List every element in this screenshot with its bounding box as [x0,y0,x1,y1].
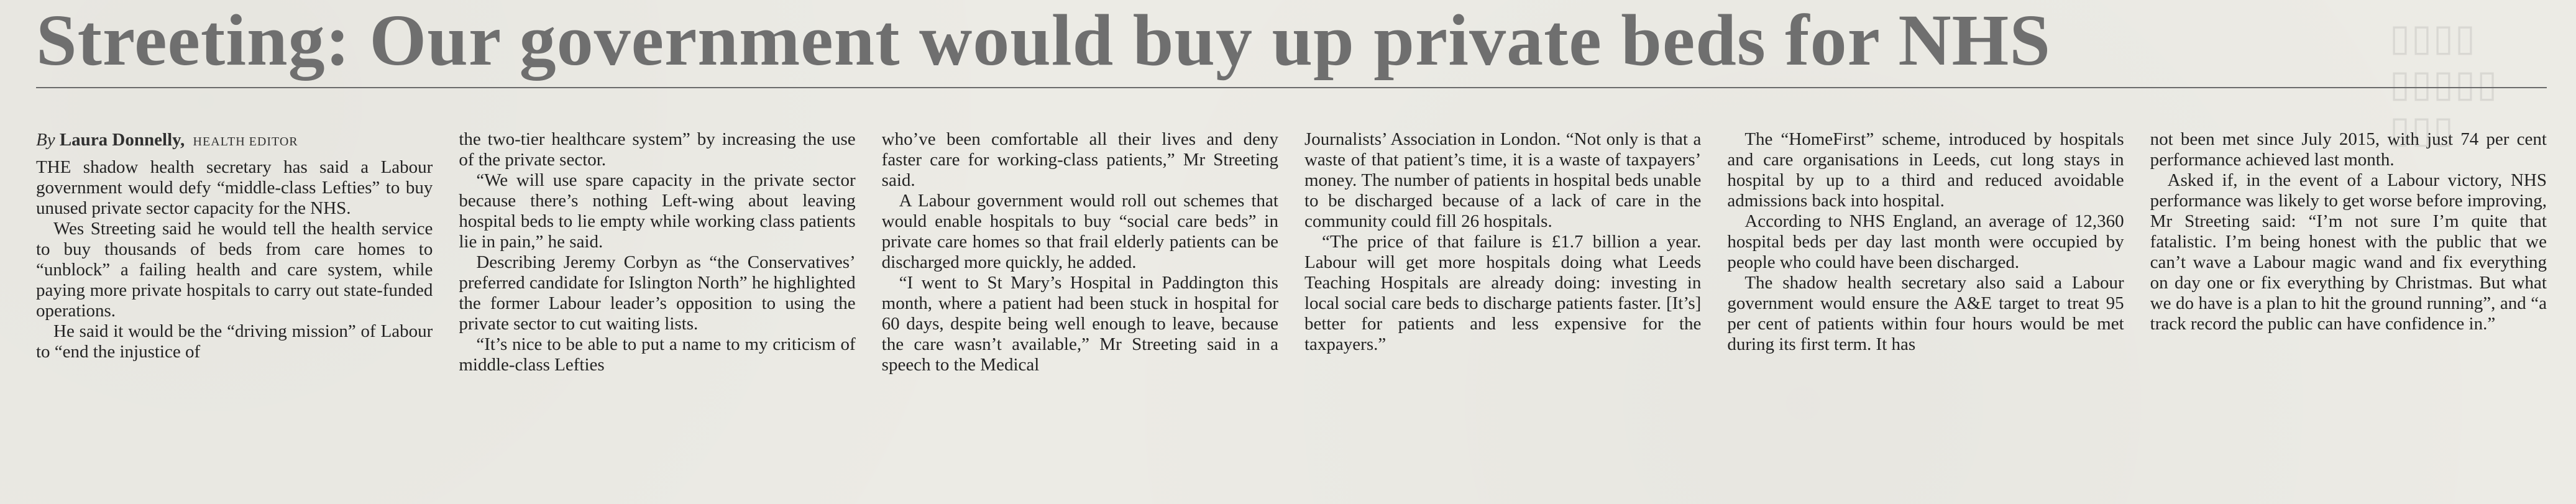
paragraph: “I went to St Mary’s Hospital in Padding… [881,273,1278,375]
paragraph: The shadow health secretary also said a … [1727,273,2124,354]
article-column-4: Journalists’ Association in London. “Not… [1304,129,1701,493]
headline: Streeting: Our government would buy up p… [36,0,2051,81]
article-body: By Laura Donnelly, HEALTH EDITOR THE sha… [36,129,2547,493]
headline-rule [36,87,2547,88]
article-column-3: who’ve been comfortable all their lives … [882,129,1278,493]
byline-author: Laura Donnelly, [59,130,185,150]
article-column-1: By Laura Donnelly, HEALTH EDITOR THE sha… [36,129,433,493]
paragraph: “We will use spare capacity in the priva… [459,170,856,252]
paragraph: the two-tier healthcare system” by incre… [459,129,856,170]
byline-role: HEALTH EDITOR [193,135,298,149]
paragraph: Asked if, in the event of a Labour victo… [2150,170,2547,334]
paragraph: A Labour government would roll out schem… [881,191,1278,272]
article-column-5: The “HomeFirst” scheme, introduced by ho… [1727,129,2124,493]
paragraph: Describing Jeremy Corbyn as “the Conserv… [459,252,856,334]
paragraph: not been met since July 2015, with just … [2150,129,2547,170]
byline: By Laura Donnelly, HEALTH EDITOR [36,129,433,152]
article-column-6: not been met since July 2015, with just … [2150,129,2547,493]
paragraph: According to NHS England, an average of … [1727,211,2124,272]
paragraph: “It’s nice to be able to put a name to m… [459,334,856,375]
paragraph: Wes Streeting said he would tell the hea… [36,219,433,321]
paragraph: The “HomeFirst” scheme, introduced by ho… [1727,129,2124,211]
byline-prefix: By [36,130,55,150]
paragraph: He said it would be the “driving mission… [36,321,433,362]
paragraph: THE shadow health secretary has said a L… [36,157,433,218]
article-column-2: the two-tier healthcare system” by incre… [459,129,855,493]
paragraph: who’ve been comfortable all their lives … [881,129,1278,190]
paragraph: Journalists’ Association in London. “Not… [1304,129,1702,231]
paragraph: “The price of that failure is £1.7 billi… [1304,232,1702,354]
